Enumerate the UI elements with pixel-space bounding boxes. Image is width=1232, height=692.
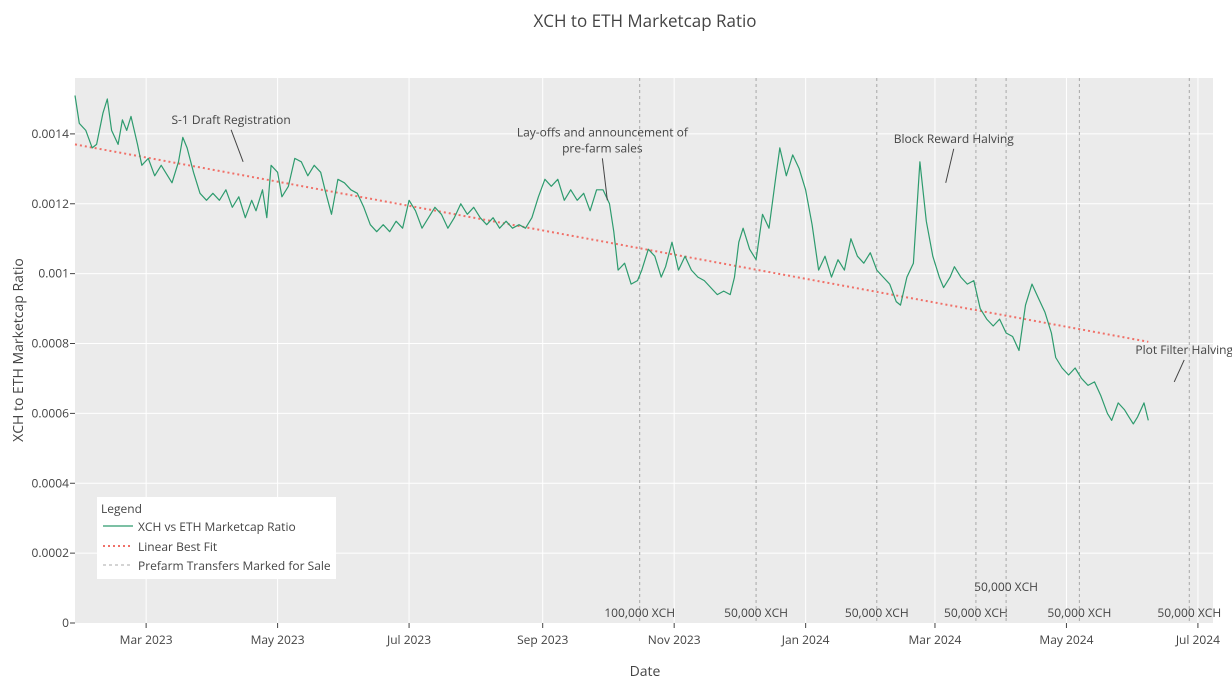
legend-title: Legend xyxy=(101,500,142,517)
prefarm-transfer-label: 50,000 XCH xyxy=(944,604,1008,621)
x-tick-label: Jul 2023 xyxy=(386,631,431,648)
annotation-arrow xyxy=(230,129,244,163)
annotations: S-1 Draft Registration Lay-offs and annou… xyxy=(171,111,1232,383)
annotation-arrow xyxy=(601,158,608,201)
prefarm-transfer-label: 50,000 XCH xyxy=(724,604,788,621)
annotation-text: pre-farm sales xyxy=(562,139,643,156)
prefarm-transfer-label: 100,000 XCH xyxy=(604,604,675,621)
legend-box xyxy=(97,497,336,579)
x-tick-label: Nov 2023 xyxy=(648,631,701,648)
y-axis-title: XCH to ETH Marketcap Ratio xyxy=(9,258,28,442)
x-tick-label: May 2024 xyxy=(1039,631,1093,648)
y-tick-label: 0.0012 xyxy=(32,195,70,212)
x-tick-label: Jan 2024 xyxy=(781,631,830,648)
x-tick-label: Sep 2023 xyxy=(517,631,568,648)
annotation-text: S-1 Draft Registration xyxy=(171,111,290,128)
y-tick-label: 0.0008 xyxy=(32,335,70,352)
y-tick-label: 0.0002 xyxy=(32,544,70,561)
best-fit-line xyxy=(74,143,1149,343)
gridlines xyxy=(75,78,1213,623)
y-tick-label: 0.0004 xyxy=(32,474,70,491)
annotation-arrow xyxy=(1173,359,1185,383)
x-axis-ticks: Mar 2023 May 2023 Jul 2023 Sep 2023 Nov 2023… xyxy=(120,623,1220,648)
ratio-series-layer xyxy=(74,95,1149,425)
ratio-series-line xyxy=(74,95,1149,425)
legend-entry-ratio: XCH vs ETH Marketcap Ratio xyxy=(138,518,296,535)
prefarm-transfer-label: 50,000 XCH xyxy=(845,604,909,621)
x-tick-label: Mar 2023 xyxy=(120,631,173,648)
x-axis-title: Date xyxy=(630,662,661,681)
y-tick-label: 0 xyxy=(62,614,69,631)
x-tick-label: Jul 2024 xyxy=(1175,631,1220,648)
annotation-text: Plot Filter Halving xyxy=(1135,341,1232,358)
legend-entry-best-fit: Linear Best Fit xyxy=(138,538,217,555)
y-tick-label: 0.0014 xyxy=(32,125,70,142)
y-tick-label: 0.0006 xyxy=(32,404,70,421)
y-tick-label: 0.001 xyxy=(38,265,69,282)
annotation-arrow xyxy=(945,148,955,183)
prefarm-transfer-label: 50,000 XCH xyxy=(1047,604,1111,621)
chart-title: XCH to ETH Marketcap Ratio xyxy=(533,9,756,32)
x-tick-label: Mar 2024 xyxy=(908,631,961,648)
annotation-text: Block Reward Halving xyxy=(894,130,1015,147)
best-fit-line-layer xyxy=(74,143,1149,343)
legend-entry-prefarm: Prefarm Transfers Marked for Sale xyxy=(138,557,331,574)
prefarm-transfer-label: 50,000 XCH xyxy=(974,578,1038,595)
prefarm-transfer-lines: 100,000 XCH 50,000 XCH 50,000 XCH 50,000 XC… xyxy=(604,78,1221,623)
prefarm-transfer-label: 50,000 XCH xyxy=(1157,604,1221,621)
x-tick-label: May 2023 xyxy=(251,631,305,648)
y-axis-ticks: 0 0.0002 0.0004 0.0006 0.0008 0.001 0.0012 0.00… xyxy=(32,125,75,631)
legend: Legend XCH vs ETH Marketcap Ratio Linear… xyxy=(97,497,336,579)
annotation-text: Lay-offs and announcement of xyxy=(517,123,689,140)
